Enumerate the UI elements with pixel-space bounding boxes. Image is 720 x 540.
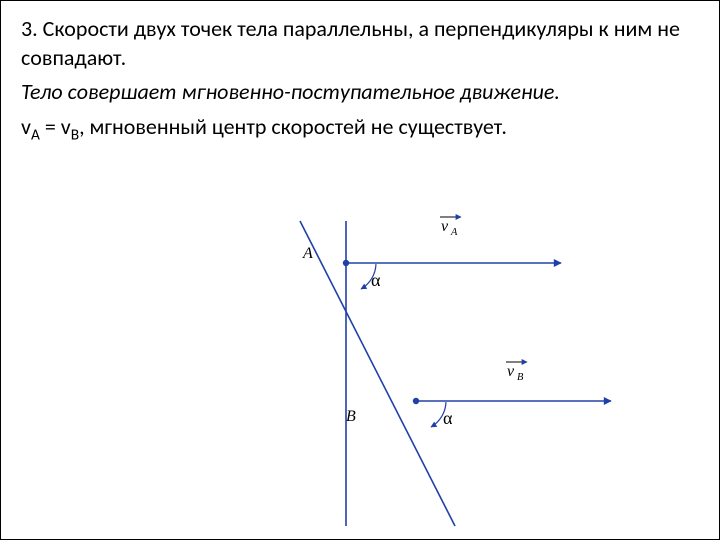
svg-text:α: α: [443, 408, 453, 428]
svg-text:B: B: [346, 408, 356, 425]
eq-subA: A: [31, 125, 40, 144]
diagram-svg: AvAαBvBα: [1, 206, 720, 540]
svg-text:B: B: [517, 372, 524, 383]
svg-text:A: A: [450, 227, 458, 238]
eq-subB: B: [71, 125, 79, 144]
eq-mid: = v: [40, 113, 71, 140]
svg-text:v: v: [507, 363, 515, 380]
diagram: AvAαBvBα: [1, 206, 720, 540]
paragraph-2: Тело совершает мгновенно-поступательное …: [21, 78, 699, 107]
eq-v1: v: [21, 113, 31, 140]
svg-text:v: v: [441, 218, 449, 235]
paragraph-1: 3. Скорости двух точек тела параллельны,…: [21, 15, 699, 72]
paragraph-3: vA = vB, мгновенный центр скоростей не с…: [21, 113, 699, 145]
eq-suffix: , мгновенный центр скоростей не существу…: [79, 113, 507, 140]
svg-text:α: α: [371, 270, 381, 290]
page: 3. Скорости двух точек тела параллельны,…: [0, 0, 720, 540]
svg-text:A: A: [302, 245, 313, 262]
